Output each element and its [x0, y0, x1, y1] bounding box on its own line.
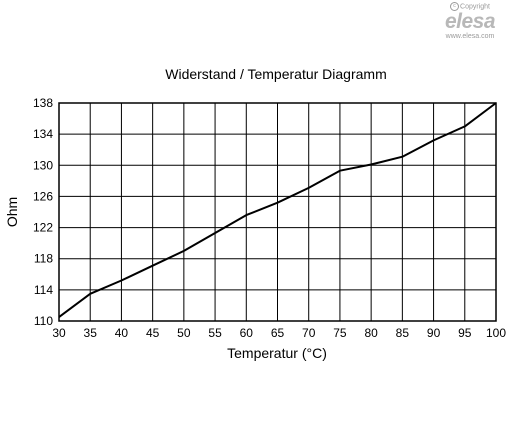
x-tick-label: 40: [115, 326, 129, 340]
y-tick-label: 134: [33, 127, 53, 141]
y-axis-label: Ohm: [4, 197, 20, 227]
x-tick-label: 45: [146, 326, 160, 340]
copyright-icon: c: [450, 2, 460, 11]
y-tick-label: 114: [34, 283, 53, 297]
brand-url: www.elesa.com: [445, 33, 495, 41]
y-tick-label: 130: [33, 158, 53, 172]
x-tick-label: 85: [396, 326, 410, 340]
plot-frame: [58, 102, 497, 322]
elesa-watermark: c Copyright elesa www.elesa.com: [434, 2, 506, 41]
x-tick-label: 55: [208, 326, 222, 340]
copyright-text: Copyright: [460, 3, 490, 11]
x-tick-label: 80: [364, 326, 378, 340]
tick-labels: 30 35 40 45 50 55 60 65 70 75 80 85 90 95 100 110 114 118…: [33, 96, 506, 340]
x-tick-label: 65: [271, 326, 285, 340]
series-line: [58, 102, 497, 318]
x-tick-label: 30: [52, 326, 66, 340]
brand-logo: elesa: [444, 10, 496, 34]
series-lines: [58, 102, 497, 318]
x-tick-label: 100: [486, 326, 506, 340]
y-tick-label: 138: [33, 96, 53, 110]
x-tick-label: 90: [427, 326, 441, 340]
x-tick-label: 70: [302, 326, 316, 340]
x-tick-label: 50: [177, 326, 191, 340]
chart-title: Widerstand / Temperatur Diagramm: [165, 66, 386, 82]
y-tick-label: 118: [34, 252, 53, 266]
y-tick-label: 110: [34, 314, 53, 328]
y-tick-label: 122: [33, 221, 53, 235]
x-tick-label: 35: [84, 326, 98, 340]
x-axis-label: Temperatur (°C): [227, 345, 327, 361]
x-tick-label: 95: [458, 326, 472, 340]
x-tick-label: 60: [240, 326, 254, 340]
y-tick-label: 126: [33, 189, 53, 203]
copyright-line: c Copyright: [434, 2, 506, 11]
x-tick-label: 75: [333, 326, 347, 340]
grid: [58, 102, 497, 322]
